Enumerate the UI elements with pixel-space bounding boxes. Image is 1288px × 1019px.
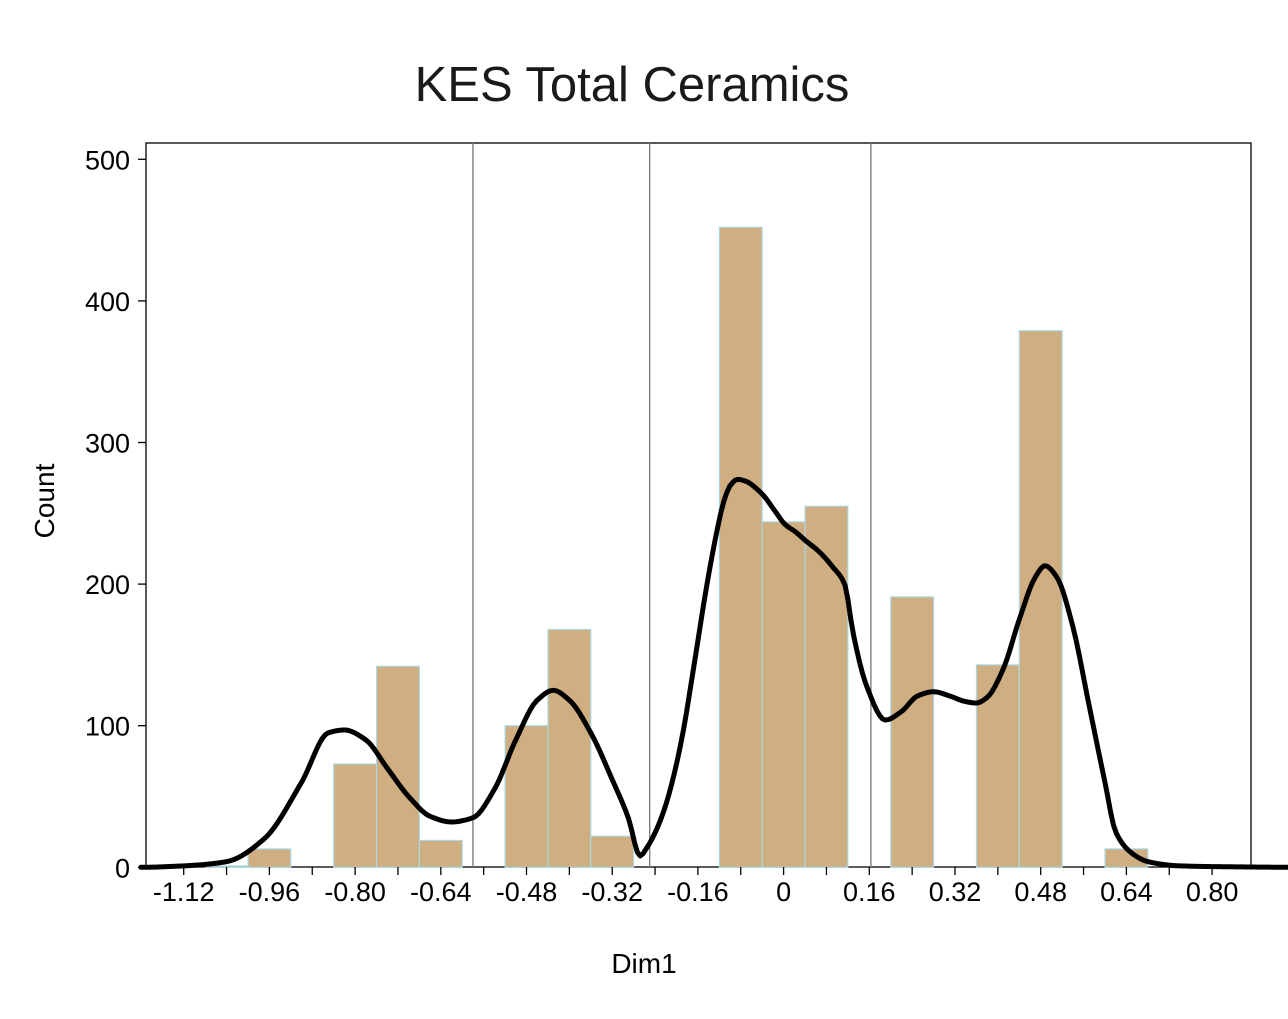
svg-text:-0.48: -0.48 [496, 877, 558, 907]
svg-text:0.64: 0.64 [1100, 877, 1153, 907]
svg-text:300: 300 [85, 429, 130, 459]
svg-text:-0.16: -0.16 [667, 877, 729, 907]
svg-text:-1.12: -1.12 [153, 877, 215, 907]
svg-text:0.32: 0.32 [929, 877, 982, 907]
svg-text:400: 400 [85, 287, 130, 317]
svg-text:-0.32: -0.32 [581, 877, 643, 907]
svg-text:0.16: 0.16 [843, 877, 896, 907]
svg-text:500: 500 [85, 145, 130, 175]
svg-text:0.48: 0.48 [1014, 877, 1067, 907]
svg-text:0: 0 [115, 853, 130, 883]
svg-text:-0.80: -0.80 [324, 877, 386, 907]
svg-text:0: 0 [776, 877, 791, 907]
svg-text:-0.96: -0.96 [239, 877, 301, 907]
svg-text:0.80: 0.80 [1186, 877, 1239, 907]
svg-text:200: 200 [85, 570, 130, 600]
svg-text:100: 100 [85, 712, 130, 742]
svg-text:-0.64: -0.64 [410, 877, 472, 907]
